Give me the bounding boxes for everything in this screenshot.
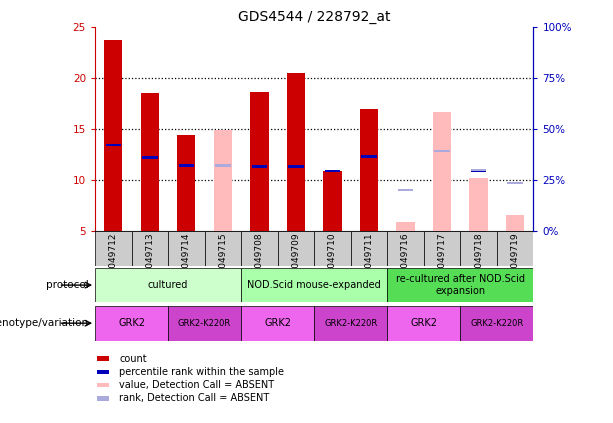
Text: GSM1049715: GSM1049715 [218, 232, 227, 293]
Text: GSM1049717: GSM1049717 [438, 232, 446, 293]
Bar [314, 231, 351, 266]
Bar [397, 222, 414, 231]
Text: GRK2: GRK2 [118, 318, 145, 328]
Text: cultured: cultured [148, 280, 188, 290]
Bar [398, 189, 413, 191]
Text: rank, Detection Call = ABSENT: rank, Detection Call = ABSENT [119, 393, 269, 403]
Text: GRK2: GRK2 [410, 318, 437, 328]
Bar [95, 306, 168, 341]
Text: GRK2: GRK2 [264, 318, 291, 328]
Bar [241, 306, 314, 341]
Bar [95, 268, 241, 302]
Text: GRK2-K220R: GRK2-K220R [178, 319, 231, 328]
Text: GSM1049710: GSM1049710 [328, 232, 337, 293]
Bar [214, 130, 232, 231]
Text: NOD.Scid mouse-expanded: NOD.Scid mouse-expanded [247, 280, 381, 290]
Text: count: count [119, 354, 147, 364]
Bar [323, 170, 341, 231]
Text: GSM1049719: GSM1049719 [511, 232, 520, 293]
Bar [97, 356, 110, 361]
Bar [506, 215, 524, 231]
Bar [424, 231, 460, 266]
Bar [434, 150, 450, 152]
Bar [241, 268, 387, 302]
Text: GSM1049712: GSM1049712 [109, 232, 118, 293]
Bar [241, 231, 278, 266]
Bar [287, 73, 305, 231]
Bar [497, 231, 533, 266]
Text: percentile rank within the sample: percentile rank within the sample [119, 367, 284, 377]
Text: value, Detection Call = ABSENT: value, Detection Call = ABSENT [119, 380, 274, 390]
Bar [140, 93, 159, 231]
Text: GRK2-K220R: GRK2-K220R [324, 319, 378, 328]
Bar [142, 157, 158, 159]
Text: GSM1049716: GSM1049716 [401, 232, 410, 293]
Bar [508, 182, 523, 184]
Bar [387, 268, 533, 302]
Bar [471, 168, 486, 171]
Text: re-cultured after NOD.Scid
expansion: re-cultured after NOD.Scid expansion [396, 274, 525, 296]
Bar [278, 231, 314, 266]
Text: genotype/variation: genotype/variation [0, 318, 89, 328]
Text: GRK2-K220R: GRK2-K220R [470, 319, 524, 328]
Bar [460, 306, 533, 341]
Bar [168, 306, 241, 341]
Bar [387, 306, 460, 341]
Text: protocol: protocol [46, 280, 89, 290]
Bar [178, 165, 194, 167]
Text: GSM1049708: GSM1049708 [255, 232, 264, 293]
Bar [105, 144, 121, 146]
Bar [177, 135, 196, 231]
Bar [132, 231, 168, 266]
Title: GDS4544 / 228792_at: GDS4544 / 228792_at [238, 10, 390, 24]
Bar [325, 170, 340, 172]
Bar [251, 165, 267, 168]
Bar [168, 231, 205, 266]
Text: GSM1049709: GSM1049709 [291, 232, 300, 293]
Bar [387, 231, 424, 266]
Bar [471, 170, 486, 172]
Bar [97, 383, 110, 387]
Bar [250, 93, 268, 231]
Bar [433, 112, 451, 231]
Text: GSM1049718: GSM1049718 [474, 232, 483, 293]
Bar [104, 40, 123, 231]
Bar [470, 178, 488, 231]
Bar [351, 231, 387, 266]
Bar [215, 165, 230, 167]
Text: GSM1049711: GSM1049711 [365, 232, 373, 293]
Text: GSM1049714: GSM1049714 [182, 232, 191, 293]
Bar [460, 231, 497, 266]
Bar [97, 370, 110, 374]
Bar [314, 306, 387, 341]
Bar [97, 396, 110, 401]
Bar [205, 231, 241, 266]
Bar [288, 165, 303, 168]
Text: GSM1049713: GSM1049713 [145, 232, 154, 293]
Bar [360, 109, 378, 231]
Bar [95, 231, 132, 266]
Bar [361, 155, 377, 157]
